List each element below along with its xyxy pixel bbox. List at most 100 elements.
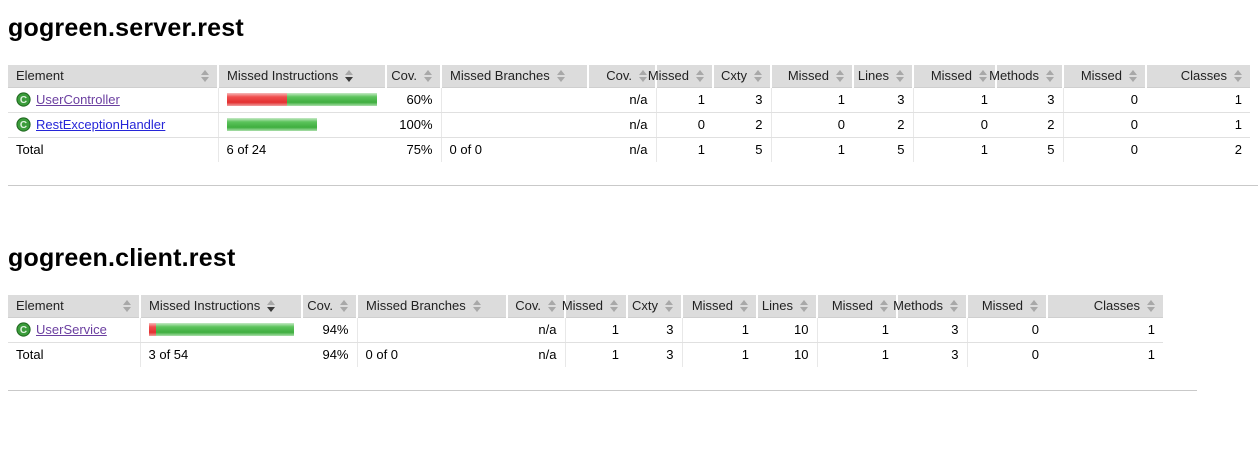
svg-text:C: C: [20, 325, 27, 336]
total-methods: 3: [897, 341, 967, 367]
element-cell: C RestExceptionHandler: [8, 112, 218, 138]
missed-classes-cell: 0: [1062, 87, 1146, 113]
sort-icon: [665, 299, 673, 312]
missed-methods-cell: 0: [912, 112, 996, 138]
sort-icon: [979, 69, 987, 82]
missed-methods-cell: 1: [912, 87, 996, 113]
column-header-element[interactable]: Element: [8, 295, 140, 318]
sort-icon: [1129, 69, 1137, 82]
total-missed-branches: 0 of 0: [356, 341, 507, 367]
column-header-instruction-coverage[interactable]: Cov.: [385, 65, 441, 88]
total-branch-coverage: n/a: [507, 341, 565, 367]
coverage-table: Element Missed Instructions Cov. Missed …: [8, 65, 1250, 162]
total-instruction-coverage: 94%: [302, 341, 357, 367]
branch-bar-cell: [440, 112, 588, 138]
column-header-cxty[interactable]: Cxty: [626, 295, 682, 318]
total-lines: 5: [853, 136, 913, 162]
table-row: C UserService 94% n/a 1 3 1 10 1 3 0 1: [8, 317, 1163, 343]
sort-icon: [836, 69, 844, 82]
missed-lines-cell: 1: [770, 87, 853, 113]
sort-icon: [639, 69, 647, 82]
coverage-bar: [226, 93, 379, 106]
sort-icon: [1147, 299, 1155, 312]
sort-icon: [201, 69, 209, 82]
column-header-label: Cxty: [721, 68, 747, 84]
missed-cxty-cell: 1: [564, 317, 627, 343]
sort-icon: [754, 69, 762, 82]
methods-cell: 3: [996, 87, 1063, 113]
class-link[interactable]: UserController: [36, 92, 120, 107]
column-header-missed-methods[interactable]: Missed: [912, 65, 996, 88]
column-header-label: Lines: [761, 298, 793, 314]
sort-icon: [123, 299, 131, 312]
sort-icon: [548, 299, 556, 312]
total-missed-classes: 0: [1062, 136, 1146, 162]
column-header-missed-classes[interactable]: Missed: [1062, 65, 1146, 88]
class-icon: C: [16, 322, 31, 337]
column-header-cxty[interactable]: Cxty: [712, 65, 771, 88]
column-header-missed-branches[interactable]: Missed Branches: [440, 65, 588, 88]
branch-bar-cell: [440, 87, 588, 113]
column-header-missed-lines[interactable]: Missed: [770, 65, 853, 88]
lines-cell: 10: [757, 317, 817, 343]
column-header-classes[interactable]: Classes: [1046, 295, 1163, 318]
missed-classes-cell: 0: [1062, 112, 1146, 138]
column-header-classes[interactable]: Classes: [1145, 65, 1250, 88]
column-header-label: Missed: [691, 298, 733, 314]
bar-covered-segment: [156, 323, 294, 336]
package-title: gogreen.server.rest: [8, 14, 244, 42]
total-missed-lines: 1: [681, 341, 757, 367]
column-header-branch-coverage[interactable]: Cov.: [587, 65, 656, 88]
column-header-label: Missed Branches: [366, 298, 466, 314]
total-missed-cxty: 1: [655, 136, 713, 162]
column-header-missed-methods[interactable]: Missed: [816, 295, 897, 318]
class-link[interactable]: UserService: [36, 322, 107, 337]
instruction-bar-cell: [139, 317, 302, 343]
total-missed-methods: 1: [816, 341, 897, 367]
total-row: Total 3 of 54 94% 0 of 0 n/a 1 3 1 10 1 …: [8, 341, 1163, 367]
column-header-label: Element: [16, 298, 64, 314]
total-missed-classes: 0: [966, 341, 1047, 367]
column-header-branch-coverage[interactable]: Cov.: [506, 295, 565, 318]
coverage-table: Element Missed Instructions Cov. Missed …: [8, 295, 1163, 367]
column-header-missed-cxty[interactable]: Missed: [648, 65, 713, 88]
cxty-cell: 2: [713, 112, 771, 138]
column-header-element[interactable]: Element: [8, 65, 218, 88]
coverage-bar: [148, 323, 294, 336]
element-cell: C UserController: [8, 87, 218, 113]
table-header-row: Element Missed Instructions Cov. Missed …: [8, 295, 1163, 318]
column-header-instruction-coverage[interactable]: Cov.: [301, 295, 357, 318]
instruction-coverage-cell: 94%: [302, 317, 357, 343]
column-header-label: Missed: [930, 68, 972, 84]
class-icon: C: [16, 117, 31, 132]
class-link[interactable]: RestExceptionHandler: [36, 117, 166, 132]
missed-methods-cell: 1: [816, 317, 897, 343]
column-header-label: Missed: [787, 68, 829, 84]
column-header-label: Missed: [831, 298, 873, 314]
column-header-missed-instructions[interactable]: Missed Instructions: [139, 295, 302, 318]
branch-coverage-cell: n/a: [507, 317, 565, 343]
column-header-methods[interactable]: Methods: [893, 295, 967, 318]
column-header-missed-instructions[interactable]: Missed Instructions: [217, 65, 386, 88]
column-header-label: Missed: [647, 68, 689, 84]
column-header-lines[interactable]: Lines: [756, 295, 817, 318]
column-header-missed-cxty[interactable]: Missed: [562, 295, 627, 318]
sort-icon: [610, 299, 618, 312]
missed-cxty-cell: 0: [655, 112, 713, 138]
column-header-label: Missed Branches: [450, 68, 550, 84]
total-missed-methods: 1: [912, 136, 996, 162]
column-header-missed-branches[interactable]: Missed Branches: [356, 295, 507, 318]
column-header-lines[interactable]: Lines: [852, 65, 913, 88]
sort-icon: [424, 69, 432, 82]
instruction-coverage-cell: 60%: [386, 87, 441, 113]
missed-classes-cell: 0: [966, 317, 1047, 343]
column-header-missed-lines[interactable]: Missed: [681, 295, 757, 318]
column-header-label: Missed: [981, 298, 1023, 314]
column-header-missed-classes[interactable]: Missed: [966, 295, 1047, 318]
table-header-row: Element Missed Instructions Cov. Missed …: [8, 65, 1250, 88]
column-header-label: Methods: [893, 298, 943, 314]
column-header-methods[interactable]: Methods: [989, 65, 1063, 88]
total-classes: 1: [1047, 341, 1163, 367]
instruction-coverage-cell: 100%: [386, 112, 441, 138]
element-cell: C UserService: [8, 317, 140, 343]
